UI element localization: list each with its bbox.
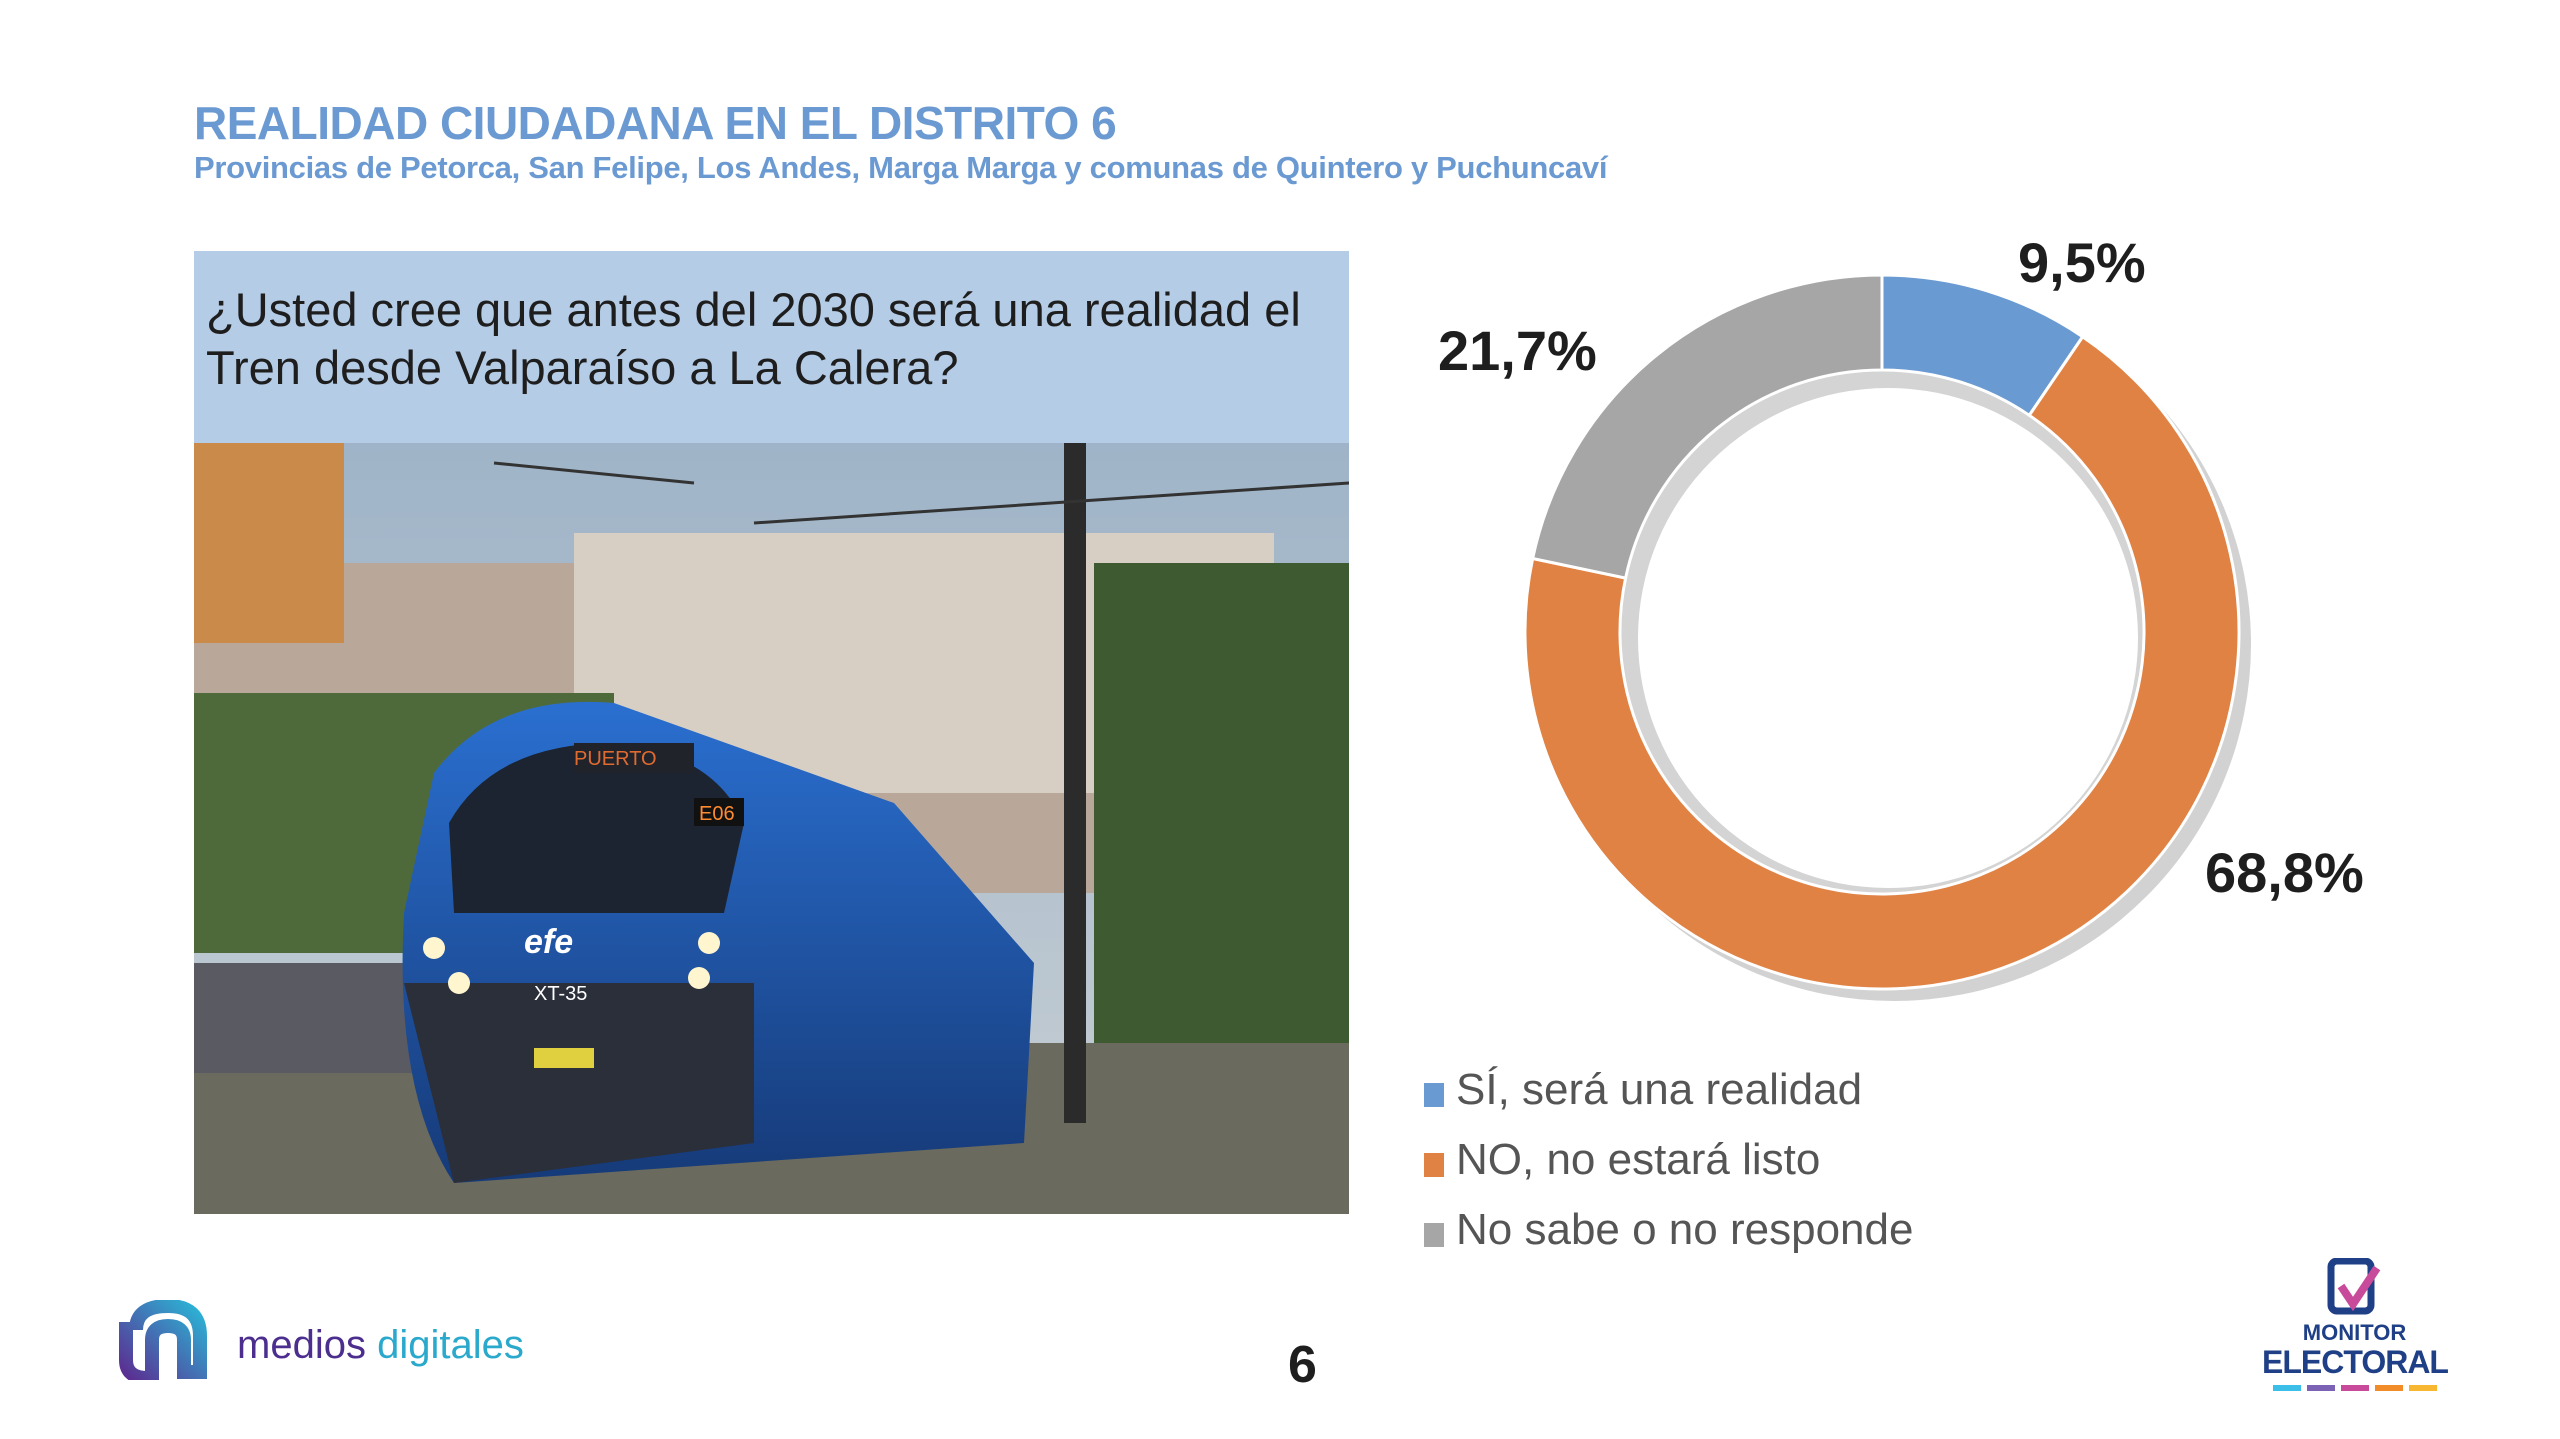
train-id: XT-35 [534,983,587,1005]
legend-label: SÍ, será una realidad [1456,1065,1863,1114]
data-label-no: 68,8% [2205,841,2364,904]
legend-item-si: SÍ, será una realidad [1424,1055,1913,1125]
slice-no [1523,334,2241,991]
legend-item-no-sabe: No sabe o no responde [1424,1195,1913,1265]
monitor-electoral-logo: MONITOR ELECTORAL [2262,1257,2449,1391]
train-photo: PUERTO E06 efe XT-35 [194,443,1349,1214]
legend-item-no: NO, no estará listo [1424,1125,1913,1195]
train-photo-illustration: PUERTO E06 efe XT-35 [194,443,1349,1214]
logo-text-digitales: digitales [377,1323,524,1367]
train-route-sign: E06 [699,803,735,825]
logo-text-medios: medios [237,1323,366,1367]
medios-digitales-icon [119,1300,207,1380]
page-title: REALIDAD CIUDADANA EN EL DISTRITO 6 [194,97,1117,149]
legend-label: No sabe o no responde [1456,1205,1914,1254]
donut-svg [1523,273,2251,1001]
data-label-si: 9,5% [2018,231,2146,294]
data-label-no-sabe: 21,7% [1438,319,1597,382]
legend-label: NO, no estará listo [1456,1135,1821,1184]
question-text: ¿Usted cree que antes del 2030 será una … [206,283,1301,394]
monitor-text: MONITOR [2302,1320,2407,1345]
legend-swatch-gray [1424,1223,1444,1247]
page-subtitle: Provincias de Petorca, San Felipe, Los A… [194,150,1608,185]
train-brand: efe [524,923,573,961]
medios-digitales-logo: medios digitales [118,1300,524,1380]
question-panel: ¿Usted cree que antes del 2030 será una … [194,251,1349,1214]
legend-swatch-orange [1424,1153,1444,1177]
page-number: 6 [1288,1336,1317,1394]
train-destination-sign: PUERTO [574,748,657,770]
donut-chart: 9,5% 68,8% 21,7% [1438,230,2364,1030]
slice-no-sabe [1530,273,1884,580]
ballot-check-icon [2327,1257,2380,1315]
legend-swatch-blue [1424,1083,1444,1107]
electoral-text: ELECTORAL [2262,1344,2449,1380]
chart-legend: SÍ, será una realidad NO, no estará list… [1424,1055,1913,1265]
donut-hole [1638,388,2138,888]
color-bar [2262,1385,2447,1391]
